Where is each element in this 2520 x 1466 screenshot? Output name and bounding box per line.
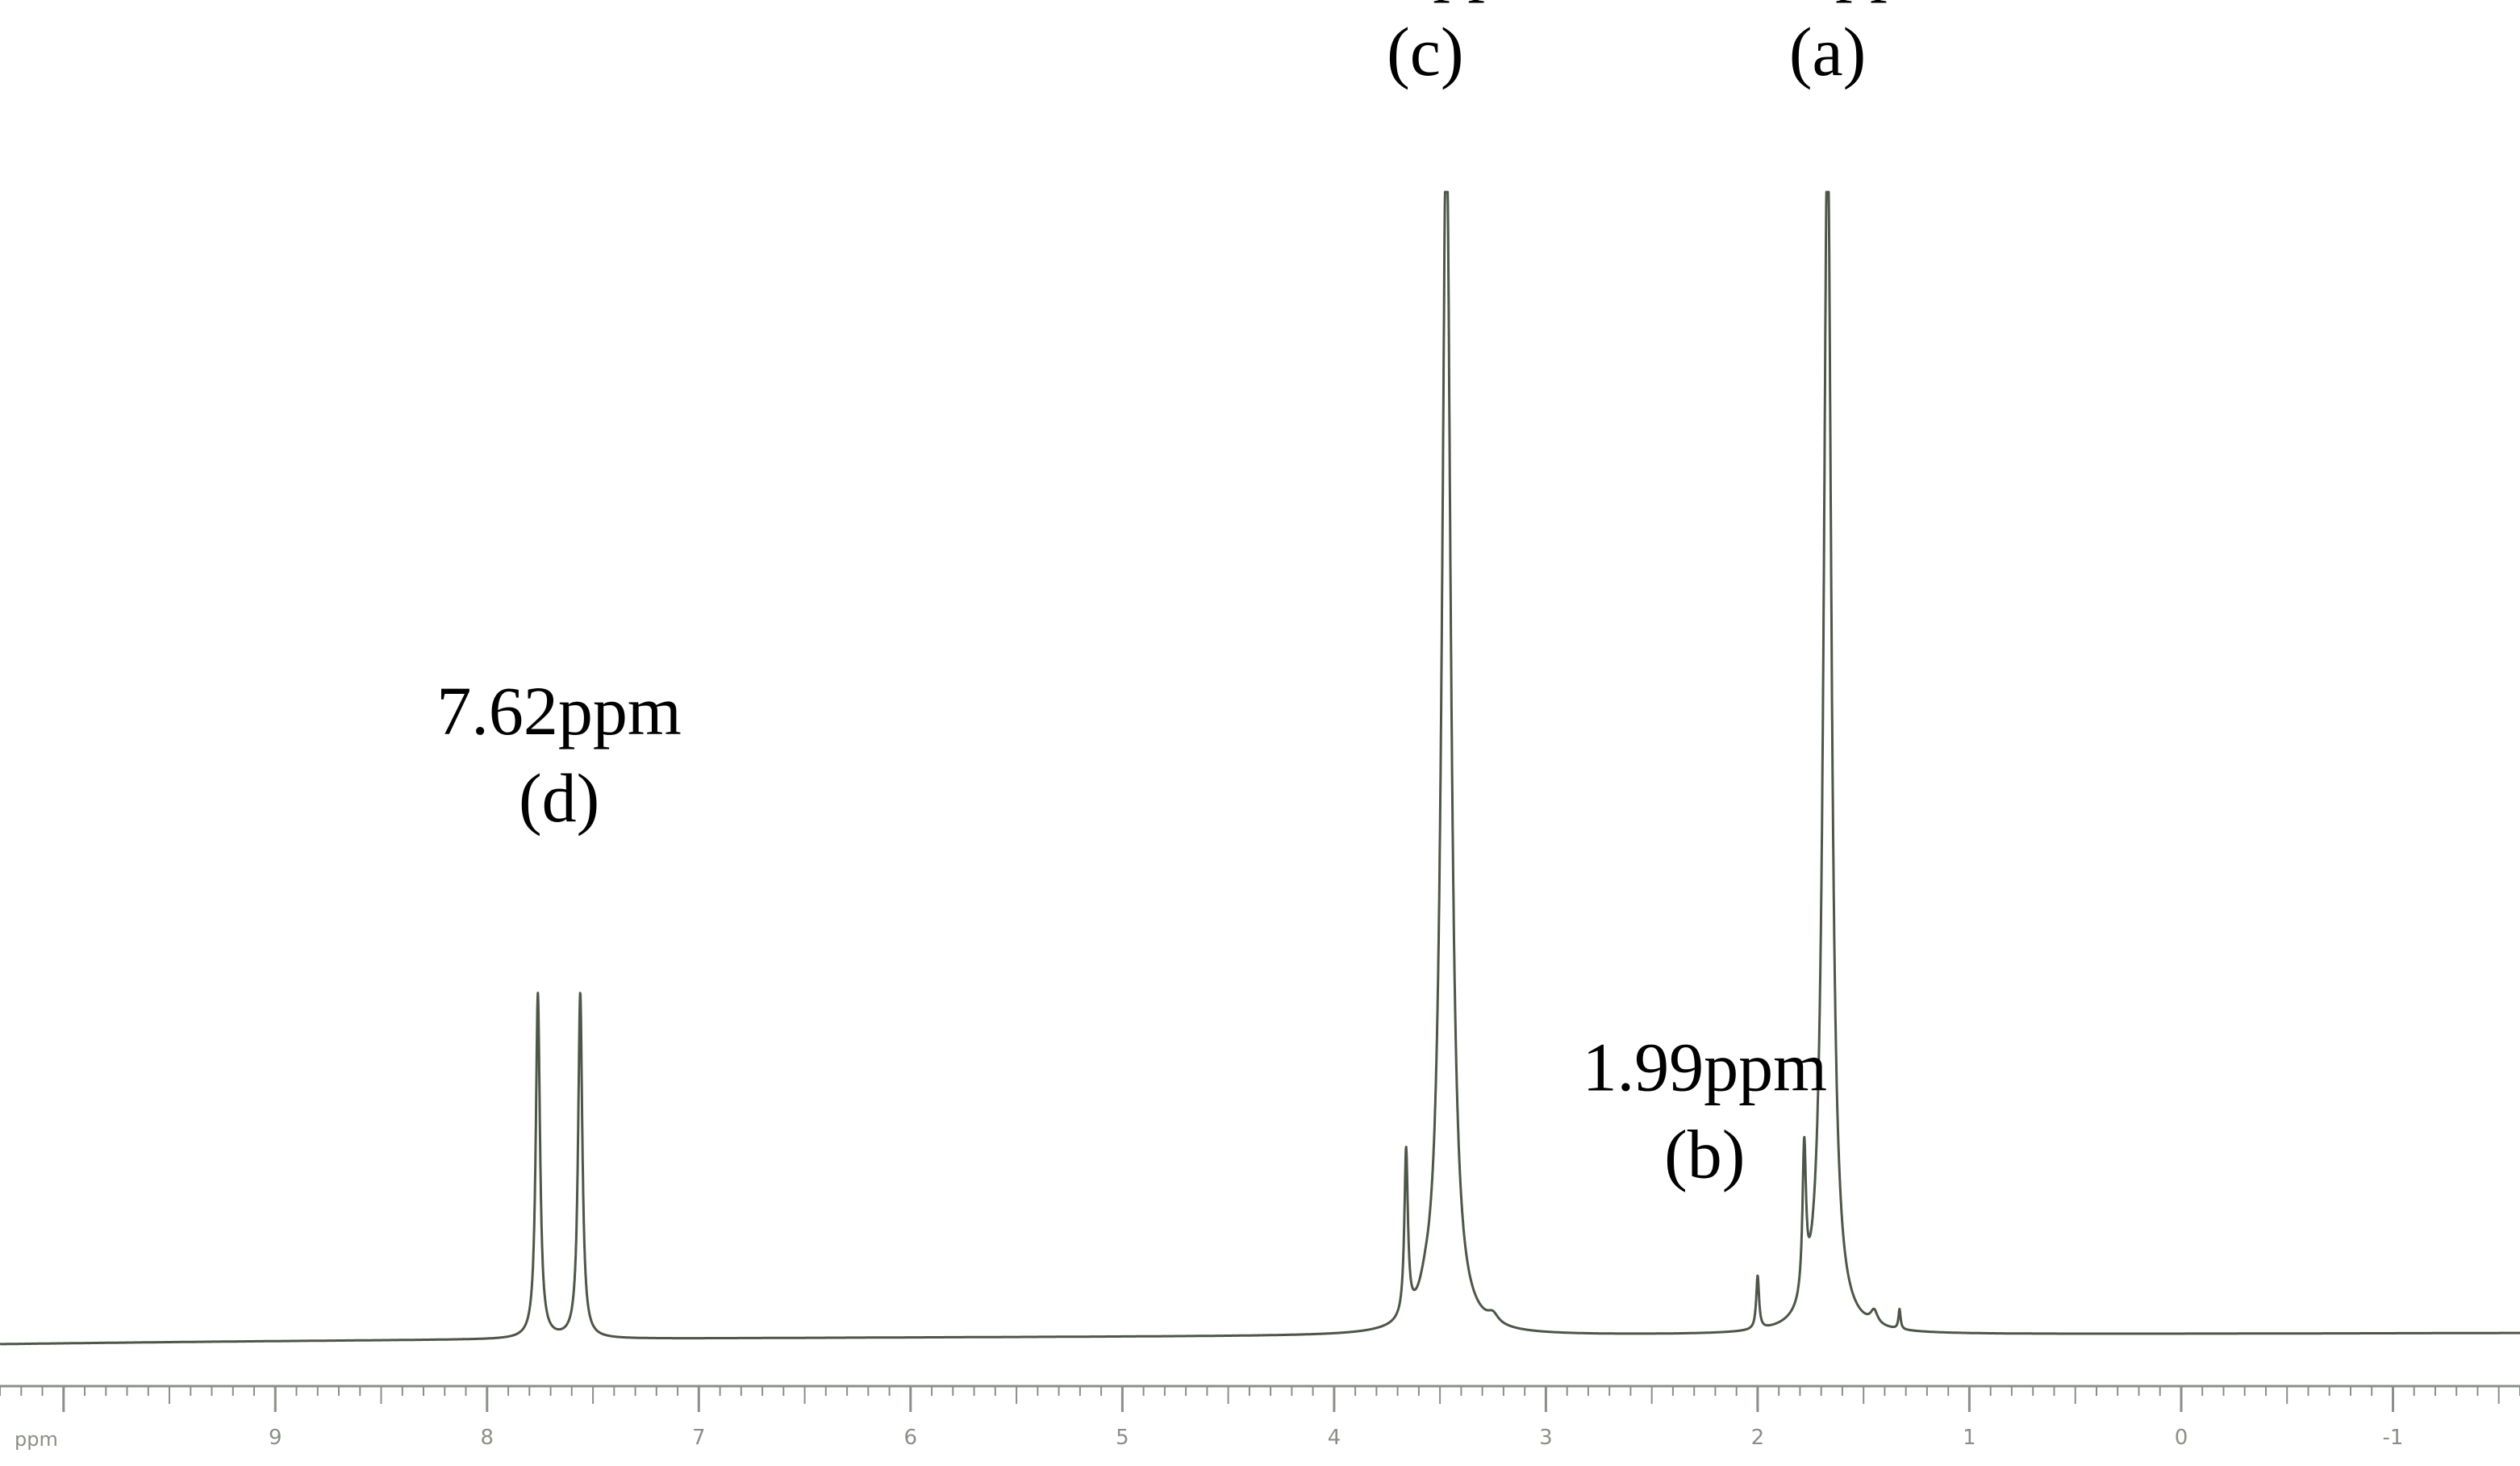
tick-label-9: 0 (2175, 1426, 2188, 1450)
peak-tag-label-d: (d) (519, 759, 599, 837)
peak-marker-5 (1490, 1324, 1496, 1330)
tick-label-10: -1 (2383, 1426, 2404, 1450)
tick-label-7: 2 (1751, 1426, 1765, 1450)
peak-marker-3 (1422, 1322, 1429, 1328)
ppm-axis-unit-label: ppm (15, 1428, 58, 1451)
tick-label-1: 8 (481, 1426, 494, 1450)
tick-label-5: 4 (1328, 1426, 1341, 1450)
tick-label-4: 5 (1116, 1426, 1129, 1450)
peak-shift-label-b: 1.99ppm (1583, 1028, 1827, 1105)
ppm-axis: ppm 9 8 7 6 5 4 3 2 1 0 -1 (0, 1385, 2520, 1451)
spectrum-trace-group (0, 190, 2520, 1346)
tick-label-6: 3 (1539, 1426, 1553, 1450)
spectrum-trace-line (0, 190, 2520, 1346)
peak-marker-9 (1871, 1318, 1877, 1325)
peak-tag-label-c: (c) (1387, 13, 1463, 90)
tick-label-3: 6 (904, 1426, 918, 1450)
tick-label-2: 7 (692, 1426, 706, 1450)
peak-shift-label-a: 1.67 ppm (1696, 0, 1959, 3)
peak-shift-label-c: 3.57 ppm (1294, 0, 1556, 3)
tick-label-0: 9 (269, 1426, 282, 1450)
peak-shift-label-d: 7.62ppm (436, 672, 681, 750)
tick-label-8: 1 (1963, 1426, 1976, 1450)
peak-annotations: 3.57 ppm (c) 1.67 ppm (a) 7.62ppm (d) 1.99ppm (… (436, 0, 1959, 1192)
peak-tag-label-a: (a) (1789, 13, 1866, 90)
peak-tag-label-b: (b) (1664, 1115, 1745, 1192)
